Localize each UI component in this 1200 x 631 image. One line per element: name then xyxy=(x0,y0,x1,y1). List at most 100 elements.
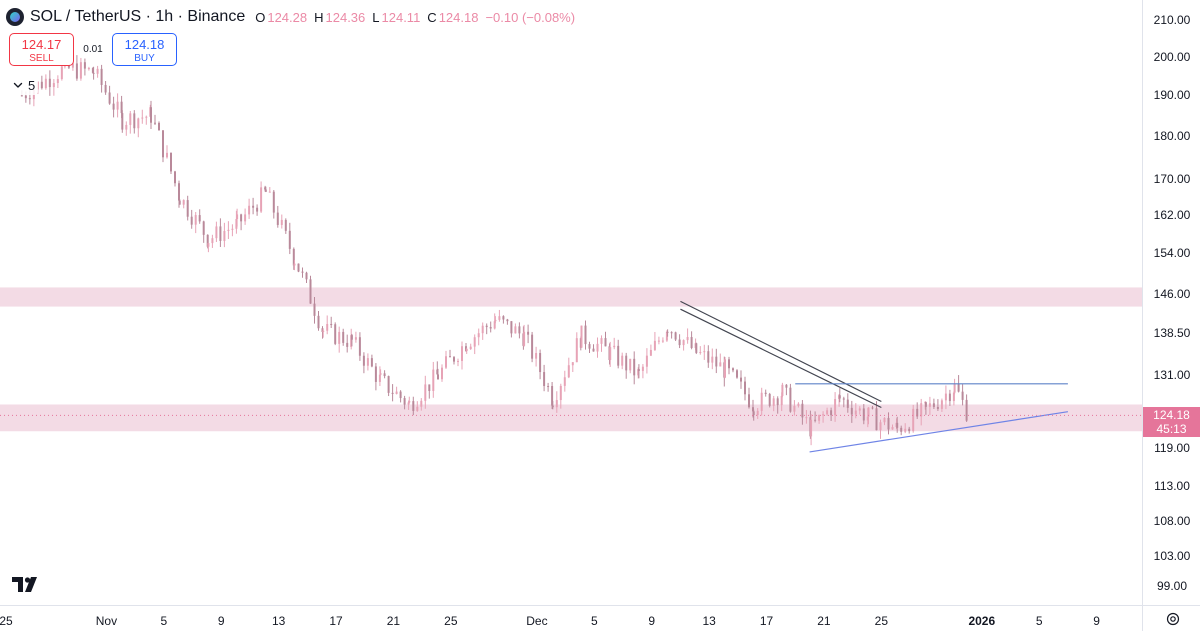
trade-panel: 124.17 SELL 0.01 124.18 BUY xyxy=(9,33,177,66)
candle-body xyxy=(715,356,718,367)
price-zone-1[interactable] xyxy=(0,287,1142,307)
candle-body xyxy=(174,171,176,184)
candle-body xyxy=(100,68,103,85)
candle-body xyxy=(268,191,271,193)
candle-body xyxy=(724,359,726,378)
trendline-6[interactable] xyxy=(809,411,1068,453)
candle-body xyxy=(752,411,755,416)
time-axis[interactable]: 25 Nov 5 9 13 17 21 25 Dec 5 9 13 17 21 25 2026 5 9 xyxy=(0,605,1142,631)
candle-body xyxy=(527,331,530,335)
candle-body xyxy=(297,263,300,272)
price-zone-2[interactable] xyxy=(0,404,1142,432)
candle-body xyxy=(407,402,410,405)
candle-body xyxy=(891,427,894,430)
candle-body xyxy=(768,393,771,406)
candle-body xyxy=(555,400,558,408)
candle-body xyxy=(756,410,759,416)
candle-body xyxy=(866,416,869,421)
trendline-4[interactable] xyxy=(680,308,882,409)
candle-body xyxy=(453,357,455,362)
candle-body xyxy=(60,66,63,80)
candle-body xyxy=(776,398,779,406)
candle-body xyxy=(571,362,574,366)
trendline-3[interactable] xyxy=(680,300,882,403)
candle-body xyxy=(936,406,939,409)
candle-body xyxy=(133,113,136,129)
time-tick-label: 13 xyxy=(702,614,716,628)
chart-area[interactable] xyxy=(0,0,1142,605)
candle-body xyxy=(399,391,402,399)
symbol-title[interactable]: SOL / TetherUS · 1h · Binance xyxy=(30,8,246,25)
candle-body xyxy=(162,130,164,158)
candle-body xyxy=(235,218,238,229)
price-tick-label: 162.00 xyxy=(1153,208,1191,223)
candle-body xyxy=(920,403,923,417)
low-key: L xyxy=(372,9,380,25)
candle-body xyxy=(764,392,767,394)
candle-body xyxy=(531,334,534,359)
candle-body xyxy=(313,303,316,316)
time-tick-label: Dec xyxy=(526,614,548,628)
gear-icon[interactable] xyxy=(1165,611,1181,627)
candle-body xyxy=(215,226,218,239)
tradingview-logo-icon[interactable] xyxy=(12,577,42,593)
candle-body xyxy=(211,238,214,244)
candle-body xyxy=(350,335,353,340)
candle-body xyxy=(91,68,94,73)
candle-body xyxy=(661,340,664,342)
candle-body xyxy=(944,393,947,401)
candle-body xyxy=(252,205,255,208)
chart-canvas[interactable] xyxy=(0,0,1142,605)
candle-body xyxy=(621,355,624,366)
candle-body xyxy=(596,343,599,352)
candle-body xyxy=(28,98,31,100)
candle-body xyxy=(354,337,357,340)
open-key: O xyxy=(255,9,266,25)
candle-body xyxy=(686,337,689,341)
candle-body xyxy=(609,347,612,360)
candle-body xyxy=(288,230,291,249)
candle-body xyxy=(858,408,861,411)
price-tick-label: 108.00 xyxy=(1153,513,1191,528)
candle-body xyxy=(445,356,447,368)
price-axis[interactable]: 210.00 200.00 190.00 180.00 170.00 162.00 154.… xyxy=(1142,0,1200,605)
high-value: 124.36 xyxy=(325,9,366,25)
candle-body xyxy=(465,349,468,351)
candle-body xyxy=(600,338,603,344)
indicators-toggle[interactable]: 5 xyxy=(9,75,39,95)
candle-body xyxy=(206,234,209,247)
candle-body xyxy=(666,331,669,333)
sell-button[interactable]: 124.17 SELL xyxy=(9,33,74,66)
candle-body xyxy=(559,385,562,401)
candle-body xyxy=(374,366,377,382)
candle-body xyxy=(678,339,681,346)
buy-button[interactable]: 124.18 BUY xyxy=(112,33,177,66)
price-tick-label: 180.00 xyxy=(1153,129,1191,144)
candle-body xyxy=(223,230,226,241)
axis-corner xyxy=(1142,605,1200,631)
candle-body xyxy=(830,410,833,416)
candle-body xyxy=(810,419,813,437)
candle-body xyxy=(112,103,115,110)
candle-body xyxy=(703,351,706,353)
candle-body xyxy=(617,345,620,366)
candle-body xyxy=(814,419,817,421)
candle-body xyxy=(198,215,201,222)
candle-body xyxy=(457,360,459,362)
candle-body xyxy=(665,331,668,341)
price-tick-label: 103.00 xyxy=(1153,549,1191,564)
symbol-legend: SOL / TetherUS · 1h · Binance O 124.28 H… xyxy=(6,6,582,28)
candle-body xyxy=(346,342,349,347)
time-tick-label: 25 xyxy=(0,614,13,628)
candle-body xyxy=(321,328,324,333)
candle-body xyxy=(92,72,95,74)
candle-body xyxy=(272,191,275,213)
chevron-down-icon[interactable] xyxy=(12,79,24,91)
time-tick-label: 25 xyxy=(874,614,889,628)
candle-body xyxy=(871,407,874,409)
candle-body xyxy=(145,116,148,118)
candle-body xyxy=(539,353,542,373)
candle-body xyxy=(182,200,185,205)
candle-body xyxy=(580,325,583,348)
candle-body xyxy=(244,214,247,222)
